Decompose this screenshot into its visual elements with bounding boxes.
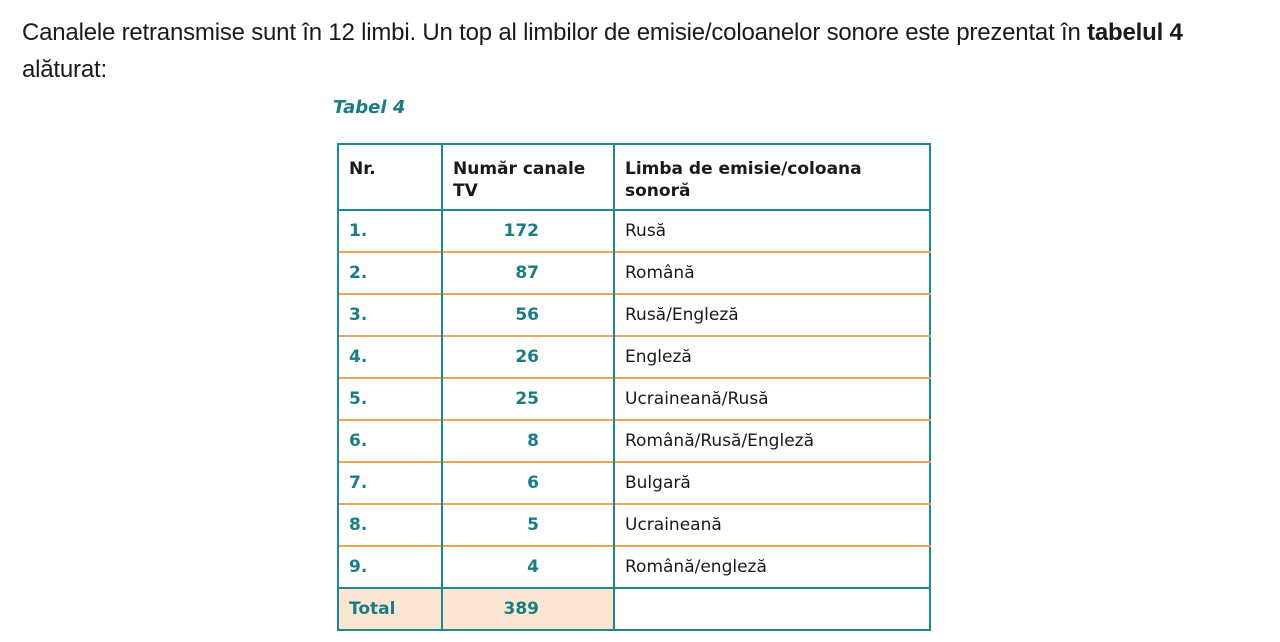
intro-paragraph: Canalele retransmise sunt în 12 limbi. U… <box>22 14 1272 88</box>
intro-table-reference: tabelul 4 <box>1087 19 1183 46</box>
row-language: Rusă <box>613 210 930 252</box>
row-language: Ucraineană/Rusă <box>613 377 930 420</box>
row-nr: 4. <box>337 335 442 378</box>
row-channel-count: 172 <box>441 210 614 252</box>
table-caption: Tabel 4 <box>333 97 406 118</box>
total-language-empty <box>613 587 930 630</box>
row-nr: 7. <box>337 461 442 504</box>
table-row: 7. 6 Bulgară <box>337 461 930 504</box>
row-language: Bulgară <box>613 461 930 504</box>
table-row: 8. 5 Ucraineană <box>337 503 930 546</box>
table-row: 9. 4 Română/engleză <box>337 545 930 588</box>
row-nr: 3. <box>337 293 442 336</box>
table-header-row: Nr. Număr canale TV Limba de emisie/colo… <box>337 144 930 211</box>
row-nr: 5. <box>337 377 442 420</box>
row-channel-count: 25 <box>441 377 614 420</box>
row-channel-count: 5 <box>441 503 614 546</box>
row-language: Rusă/Engleză <box>613 293 930 336</box>
row-language: Engleză <box>613 335 930 378</box>
row-language: Română <box>613 251 930 294</box>
row-nr: 2. <box>337 251 442 294</box>
table-row: 3. 56 Rusă/Engleză <box>337 293 930 336</box>
table-row: 2. 87 Română <box>337 251 930 294</box>
table-total-row: Total 389 <box>337 587 930 630</box>
header-nr: Nr. <box>337 144 442 211</box>
table-row: 4. 26 Engleză <box>337 335 930 378</box>
row-channel-count: 26 <box>441 335 614 378</box>
tv-channels-language-table: Nr. Număr canale TV Limba de emisie/colo… <box>337 143 931 631</box>
intro-text-end: alăturat: <box>22 56 107 83</box>
row-channel-count: 8 <box>441 419 614 462</box>
total-channel-count: 389 <box>441 587 614 630</box>
total-label: Total <box>337 587 442 630</box>
row-channel-count: 56 <box>441 293 614 336</box>
intro-text-start: Canalele retransmise sunt în 12 limbi. U… <box>22 19 1088 46</box>
table-row: 5. 25 Ucraineană/Rusă <box>337 377 930 420</box>
header-channel-count: Număr canale TV <box>441 144 614 211</box>
table-row: 6. 8 Română/Rusă/Engleză <box>337 419 930 462</box>
header-language: Limba de emisie/coloana sonoră <box>613 144 930 211</box>
row-channel-count: 6 <box>441 461 614 504</box>
row-nr: 1. <box>337 210 442 252</box>
row-language: Română/engleză <box>613 545 930 588</box>
row-language: Ucraineană <box>613 503 930 546</box>
row-channel-count: 4 <box>441 545 614 588</box>
row-nr: 6. <box>337 419 442 462</box>
table-row: 1. 172 Rusă <box>337 210 930 252</box>
row-nr: 9. <box>337 545 442 588</box>
row-nr: 8. <box>337 503 442 546</box>
row-language: Română/Rusă/Engleză <box>613 419 930 462</box>
row-channel-count: 87 <box>441 251 614 294</box>
